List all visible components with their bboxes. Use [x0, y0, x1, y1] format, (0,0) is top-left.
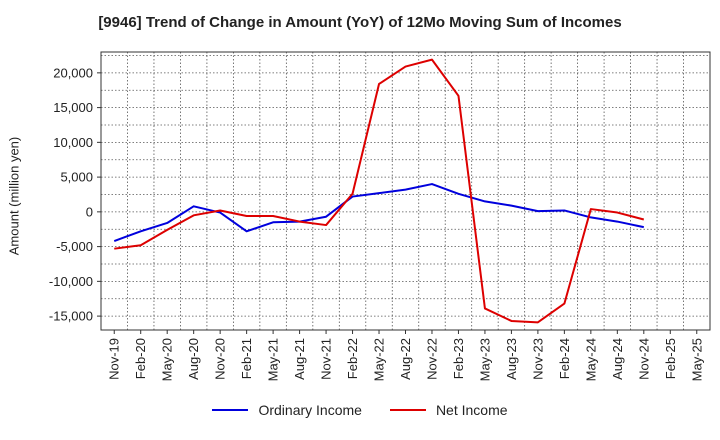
- series-line-ordinary-income: [113, 183, 645, 242]
- legend-swatch-net-income: [389, 409, 426, 411]
- x-tick-label: May-21: [266, 338, 281, 381]
- series-line-net-income: [114, 58, 645, 324]
- x-tick-label: Aug-24: [610, 338, 625, 380]
- x-tick-label: Nov-23: [530, 338, 545, 380]
- x-tick-label: Feb-24: [557, 338, 572, 379]
- line-chart: 20,000 15,000 10,000 5,000 0 -5,000 -10,000 -15…: [49, 51, 711, 381]
- y-tick-label: 15,000: [53, 100, 93, 115]
- x-tick-label: Nov-21: [319, 338, 334, 380]
- x-tick-label: May-20: [160, 338, 175, 381]
- x-tick-label: Feb-20: [133, 338, 148, 379]
- x-tick-label: Nov-20: [213, 338, 228, 380]
- x-tick-label: Nov-19: [107, 338, 122, 380]
- legend-label-ordinary-income: Ordinary Income: [258, 402, 362, 418]
- x-tick-label: May-23: [477, 338, 492, 381]
- y-tick-label: 0: [86, 204, 93, 219]
- x-tick-label: Nov-22: [424, 338, 439, 380]
- x-tick-label: Aug-20: [186, 338, 201, 380]
- y-tick-label: -15,000: [49, 309, 93, 324]
- x-tick-label: May-25: [689, 338, 704, 381]
- legend-item-net-income: Net Income: [389, 402, 508, 418]
- y-tick-label: -10,000: [49, 274, 93, 289]
- y-tick-label: 5,000: [60, 170, 93, 185]
- x-tick-label: Aug-21: [292, 338, 307, 380]
- y-tick-label: -5,000: [56, 239, 93, 254]
- legend: Ordinary Income Net Income: [0, 402, 720, 418]
- chart-title: [9946] Trend of Change in Amount (YoY) o…: [98, 14, 622, 31]
- legend-swatch-ordinary-income: [212, 409, 249, 411]
- x-tick-label: May-24: [583, 338, 598, 381]
- y-tick-label: 20,000: [53, 65, 93, 80]
- legend-label-net-income: Net Income: [435, 402, 508, 418]
- y-tick-label: 10,000: [53, 135, 93, 150]
- x-tick-label: Feb-22: [345, 338, 360, 379]
- x-tick-label: Aug-22: [398, 338, 413, 380]
- x-tick-label: Feb-21: [239, 338, 254, 379]
- x-tick-label: Feb-25: [663, 338, 678, 379]
- x-tick-label: Aug-23: [504, 338, 519, 380]
- legend-item-ordinary-income: Ordinary Income: [212, 402, 362, 418]
- x-tick-label: Feb-23: [451, 338, 466, 379]
- x-tick-label: Nov-24: [636, 338, 651, 380]
- plot-area: [101, 52, 710, 330]
- x-tick-label: May-22: [372, 338, 387, 381]
